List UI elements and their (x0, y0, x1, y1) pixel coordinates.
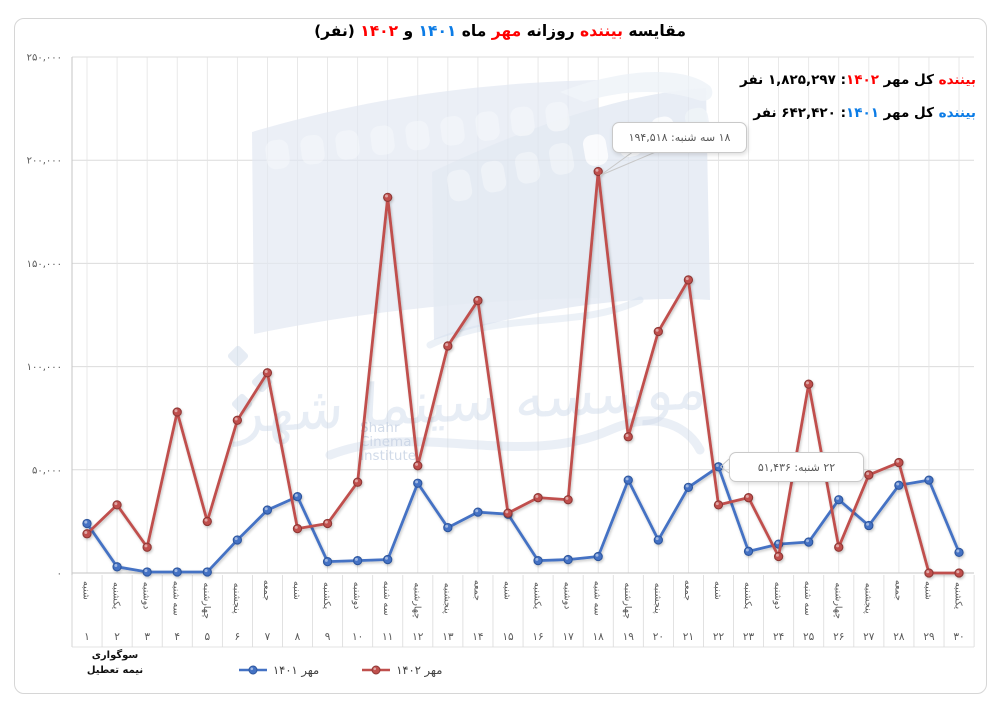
x-day-name-label: سه شنبه (381, 581, 392, 616)
x-day-number-label: ۲۱ (683, 631, 694, 643)
x-day-name-label: شنبه (922, 581, 933, 600)
x-day-number-label: ۲ (114, 631, 120, 643)
total-viewers-1401: بیننده کل مهر ۱۴۰۱: ۶۴۲,۴۲۰ نفر (753, 105, 976, 121)
x-day-number-label: ۱۰ (352, 631, 363, 643)
annotation-day18-callout: ۱۸ سه شنبه: ۱۹۴,۵۱۸ (612, 122, 747, 153)
x-day-number-label: ۲۴ (773, 631, 784, 643)
x-day-name-label: چهارشنبه (411, 583, 422, 620)
x-day-name-label: دوشنبه (772, 582, 783, 610)
x-day-name-label: شنبه (501, 581, 512, 600)
y-tick-label: ۱۵۰,۰۰۰ (27, 259, 62, 270)
x-day-name-label: سه شنبه (171, 581, 182, 616)
x-day-number-label: ۲۷ (863, 631, 875, 643)
x-day-number-label: ۳۰ (953, 631, 964, 643)
y-tick-label: ۱۰۰,۰۰۰ (27, 362, 62, 373)
x-day-number-label: ۱۲ (412, 631, 424, 643)
x-day-number-label: ۱۹ (623, 631, 635, 643)
x-day-name-label: یکشنبه (111, 582, 122, 610)
x-day-name-label: سه شنبه (592, 581, 603, 616)
y-tick-label: ۲۵۰,۰۰۰ (27, 53, 62, 64)
x-day-number-label: ۲۳ (743, 631, 755, 643)
x-day-name-label: پنجشنبه (231, 583, 242, 614)
x-day-number-label: ۵ (204, 631, 210, 643)
watermark-english-text: Shahr (360, 420, 400, 436)
x-day-number-label: ۲۹ (923, 631, 935, 643)
x-day-number-label: ۳ (144, 631, 150, 643)
x-day-name-label: دوشنبه (141, 582, 152, 610)
x-day-number-label: ۲۸ (893, 631, 905, 643)
x-day-number-label: ۲۲ (713, 631, 725, 643)
x-day-number-label: ۱۴ (472, 631, 483, 643)
x-day-number-label: ۲۶ (833, 631, 844, 643)
x-day-number-label: ۸ (295, 631, 301, 643)
x-day-name-label: شنبه (81, 581, 92, 600)
legend-marker-1401-icon (239, 665, 267, 675)
holiday-note-line2: نیمه تعطیل (86, 665, 144, 676)
legend-label-1402: مهر ۱۴۰۲ (396, 663, 443, 677)
series-مهر ۱۴۰۲ (82, 166, 964, 578)
x-day-number-label: ۱۸ (593, 631, 605, 643)
legend-item-1402: مهر ۱۴۰۲ (361, 663, 442, 677)
x-day-number-label: ۹ (325, 631, 331, 643)
x-day-name-label: یکشنبه (953, 582, 964, 610)
annotation-day22-callout: ۲۲ شنبه: ۵۱,۴۳۶ (729, 452, 864, 482)
x-day-name-label: یکشنبه (742, 582, 753, 610)
x-day-name-label: یکشنبه (532, 582, 543, 610)
holiday-note-line1: سوگواری (91, 650, 139, 661)
x-day-name-label: پنجشنبه (652, 583, 663, 614)
x-day-name-label: دوشنبه (351, 582, 362, 610)
x-day-number-label: ۴ (174, 631, 180, 643)
holiday-note: سوگواری نیمه تعطیل (82, 648, 148, 678)
legend-label-1401: مهر ۱۴۰۱ (273, 663, 320, 677)
x-day-name-label: یکشنبه (321, 582, 332, 610)
x-day-name-label: پنجشنبه (441, 583, 452, 614)
x-day-name-label: جمعه (261, 580, 272, 601)
x-day-name-label: جمعه (682, 580, 693, 601)
x-day-number-label: ۷ (265, 631, 271, 643)
totals-block: بیننده کل مهر ۱۴۰۲: ۱,۸۲۵,۲۹۷ نفر بیننده… (740, 64, 976, 130)
x-day-number-label: ۲۵ (803, 631, 815, 643)
x-day-name-label: چهارشنبه (832, 583, 843, 620)
x-day-name-label: جمعه (892, 580, 903, 601)
total-viewers-1402: بیننده کل مهر ۱۴۰۲: ۱,۸۲۵,۲۹۷ نفر (740, 72, 976, 88)
chart-legend: مهر ۱۴۰۱ مهر ۱۴۰۲ (238, 663, 442, 677)
x-day-name-label: چهارشنبه (201, 583, 212, 620)
x-day-number-label: ۱۶ (532, 631, 543, 643)
x-day-name-label: پنجشنبه (862, 583, 873, 614)
watermark-english-text: Cinema (360, 434, 411, 450)
y-tick-label: ۵۰,۰۰۰ (32, 465, 62, 476)
y-tick-label: ۲۰۰,۰۰۰ (27, 156, 62, 167)
legend-item-1401: مهر ۱۴۰۱ (238, 663, 319, 677)
x-day-number-label: ۲۰ (653, 631, 664, 643)
x-day-number-label: ۱۷ (562, 631, 574, 643)
x-day-name-label: جمعه (471, 580, 482, 601)
x-day-name-label: شنبه (712, 581, 723, 600)
legend-marker-1402-icon (362, 665, 391, 675)
x-day-number-label: ۱۵ (502, 631, 514, 643)
x-day-number-label: ۱۳ (442, 631, 454, 643)
x-day-number-label: ۱ (84, 631, 90, 643)
x-day-name-label: شنبه (291, 581, 302, 600)
watermark-english-text: Institute (360, 448, 416, 464)
x-day-name-label: دوشنبه (562, 582, 573, 610)
page-title: مقایسه بیننده روزانه مهر ماه ۱۴۰۱ و ۱۴۰۲… (314, 22, 686, 40)
x-day-number-label: ۶ (235, 631, 241, 643)
x-day-number-label: ۱۱ (382, 631, 393, 643)
y-tick-label: ۰ (57, 569, 62, 580)
x-day-name-label: سه شنبه (802, 581, 813, 616)
x-day-name-label: چهارشنبه (622, 583, 633, 620)
